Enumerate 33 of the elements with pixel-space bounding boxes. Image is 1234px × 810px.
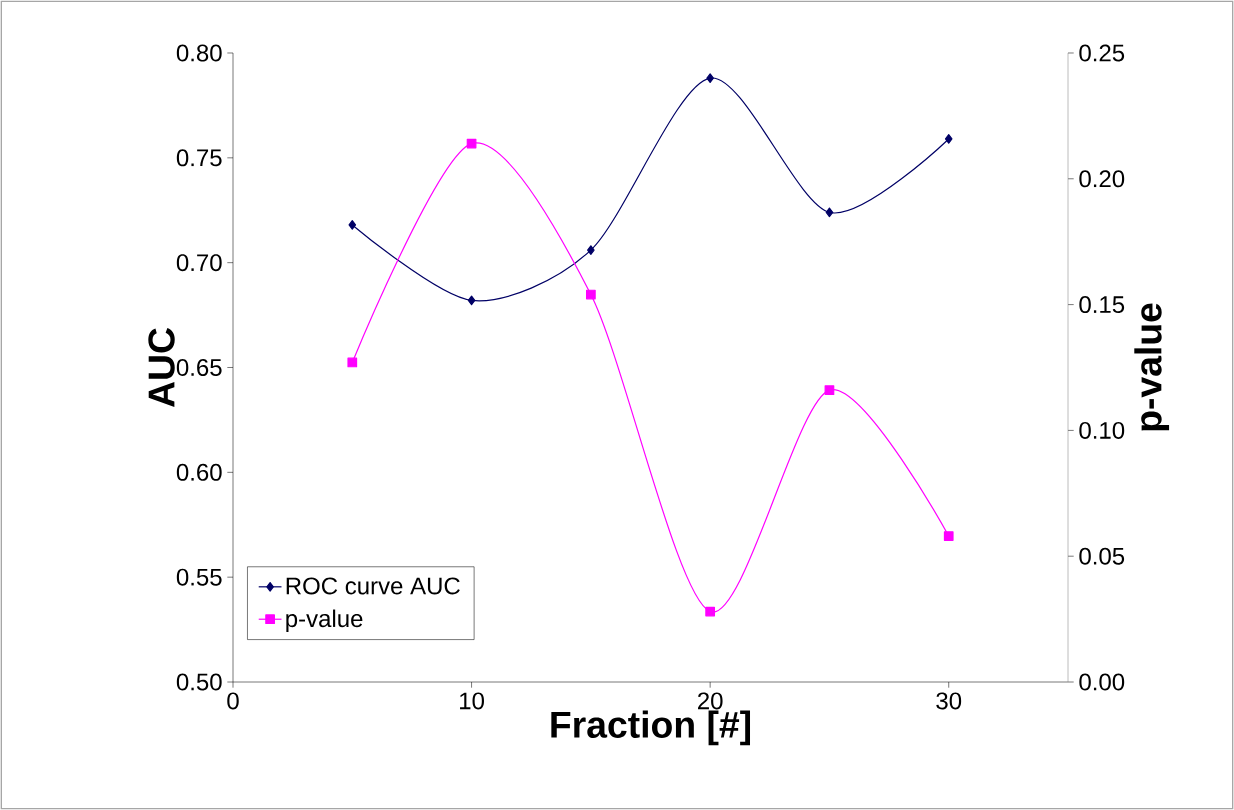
x-tick-label: 10 [460,692,484,710]
y2-tick-label: 0.15 [1079,296,1125,314]
point [467,295,476,306]
point [825,207,834,218]
y-tick-label: 0.70 [176,254,222,272]
point [706,73,714,84]
point [944,134,953,144]
y2-tick-label: 0.00 [1079,673,1125,691]
point [586,289,596,300]
y2-axis-title: p-value [1134,303,1170,431]
y-tick-label: 0.50 [176,673,222,691]
point [587,245,595,255]
point [348,220,357,230]
x-tick-label: 0 [227,692,239,710]
x-tick-label: 20 [698,692,723,710]
point [943,531,954,541]
y2-tick-label: 0.10 [1079,421,1125,439]
y-axis-title: AUC [148,328,175,408]
point [824,385,835,396]
y2-tick-label: 0.05 [1079,547,1125,565]
y-tick-label: 0.75 [176,149,222,167]
y-tick-label: 0.60 [176,463,222,481]
legend-label: ROC curve AUC [286,577,460,595]
x-tick-label: 30 [936,692,962,710]
y-tick-label: 0.55 [176,568,222,586]
y-tick-label: 0.65 [176,358,222,376]
point [705,606,716,617]
legend-label: p-value [286,609,363,632]
y2-tick-label: 0.25 [1079,44,1125,62]
y-tick-label: 0.80 [176,44,222,62]
y2-tick-label: 0.20 [1079,170,1125,188]
point [347,357,358,368]
x-axis-title: Fraction [#] [551,710,751,746]
